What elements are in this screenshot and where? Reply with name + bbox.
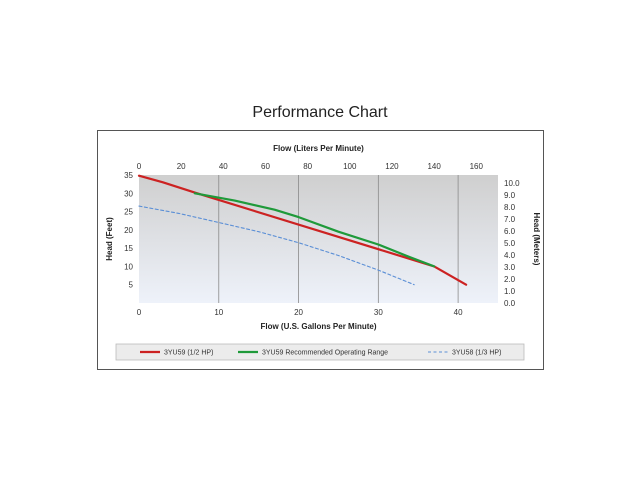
x2-tick-label: 40 — [219, 162, 228, 171]
legend — [115, 343, 525, 361]
y2-tick-label: 3.0 — [504, 263, 516, 272]
y2-tick-label: 4.0 — [504, 251, 516, 260]
legend-label-1: 3YU59 Recommended Operating Range — [262, 350, 388, 357]
y-tick-label: 25 — [124, 208, 133, 217]
y-tick-label: 15 — [124, 244, 133, 253]
series-line-1 — [193, 192, 436, 268]
top-axis-title: Flow (Liters Per Minute) — [273, 144, 364, 153]
x-tick-label: 30 — [374, 308, 383, 317]
chart-frame: 0 10 20 30 40 5 10 15 20 25 30 35 0 20 40 60 80 100 120 140… — [97, 130, 544, 370]
x2-tick-label: 0 — [137, 162, 142, 171]
y2-tick-label: 0.0 — [504, 299, 516, 308]
x-tick-label: 0 — [137, 308, 142, 317]
x2-tick-label: 100 — [343, 162, 357, 171]
x-tick-label: 20 — [294, 308, 303, 317]
x2-tick-label: 160 — [470, 162, 484, 171]
legend-label-2: 3YU58 (1/3 HP) — [452, 350, 501, 357]
y2-tick-label: 2.0 — [504, 275, 516, 284]
y2-tick-label: 6.0 — [504, 227, 516, 236]
bottom-axis-title: Flow (U.S. Gallons Per Minute) — [260, 322, 376, 331]
legend-label-0: 3YU59 (1/2 HP) — [164, 350, 213, 357]
x2-tick-label: 80 — [303, 162, 312, 171]
y2-tick-label: 7.0 — [504, 215, 516, 224]
page-title: Performance Chart — [252, 104, 388, 121]
right-axis-title: Head (Meters) — [532, 213, 541, 266]
x2-tick-label: 60 — [261, 162, 270, 171]
x2-tick-label: 20 — [177, 162, 186, 171]
y-tick-label: 5 — [129, 281, 134, 290]
series-line-2 — [138, 205, 415, 286]
y2-tick-label: 9.0 — [504, 191, 516, 200]
left-axis-title: Head (Feet) — [105, 217, 114, 261]
y2-tick-label: 1.0 — [504, 287, 516, 296]
y2-tick-label: 5.0 — [504, 239, 516, 248]
performance-chart: 0 10 20 30 40 5 10 15 20 25 30 35 0 20 40 60 80 100 120 140… — [105, 144, 541, 361]
plot-area — [139, 175, 498, 303]
y2-tick-label: 8.0 — [504, 203, 516, 212]
y2-tick-label: 10.0 — [504, 179, 520, 188]
x2-tick-label: 140 — [427, 162, 441, 171]
y-tick-label: 35 — [124, 171, 133, 180]
x-tick-label: 10 — [214, 308, 223, 317]
y-tick-label: 10 — [124, 262, 133, 271]
x2-tick-label: 120 — [385, 162, 399, 171]
x-tick-label: 40 — [454, 308, 463, 317]
y-tick-label: 30 — [124, 189, 133, 198]
y-tick-label: 20 — [124, 226, 133, 235]
